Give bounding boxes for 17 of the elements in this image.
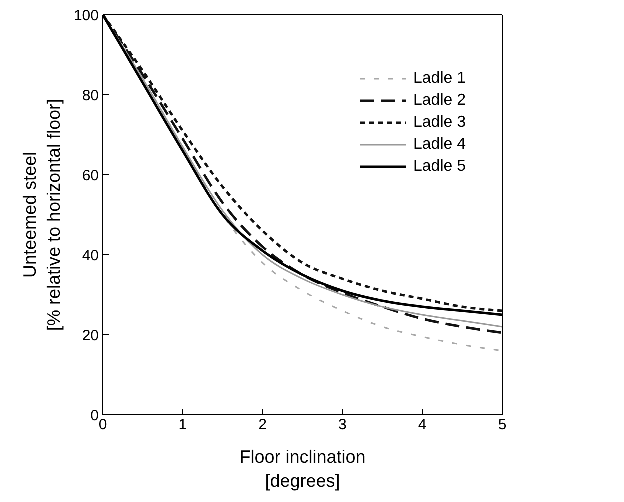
x-tick-label: 5 [498,416,507,434]
x-tick-label: 2 [258,416,267,434]
y-tick-label: 80 [82,87,99,104]
legend-label: Ladle 1 [414,70,466,88]
y-tick-label: 40 [82,247,99,264]
y-tick-label: 20 [82,327,99,344]
legend-label: Ladle 3 [414,114,466,132]
x-tick-label: 3 [338,416,347,434]
legend-label: Ladle 2 [414,92,466,110]
x-tick-label: 4 [418,416,427,434]
x-tick-label: 1 [178,416,188,434]
y-axis-title: Unteemed steel [% relative to horizontal floor] [20,98,64,332]
y-tick-label: 60 [82,167,99,184]
legend-label: Ladle 5 [414,158,466,176]
x-axis-title: Floor inclination [degrees] [240,447,366,491]
y-tick-label: 100 [74,7,99,24]
legend-label: Ladle 4 [414,136,466,154]
